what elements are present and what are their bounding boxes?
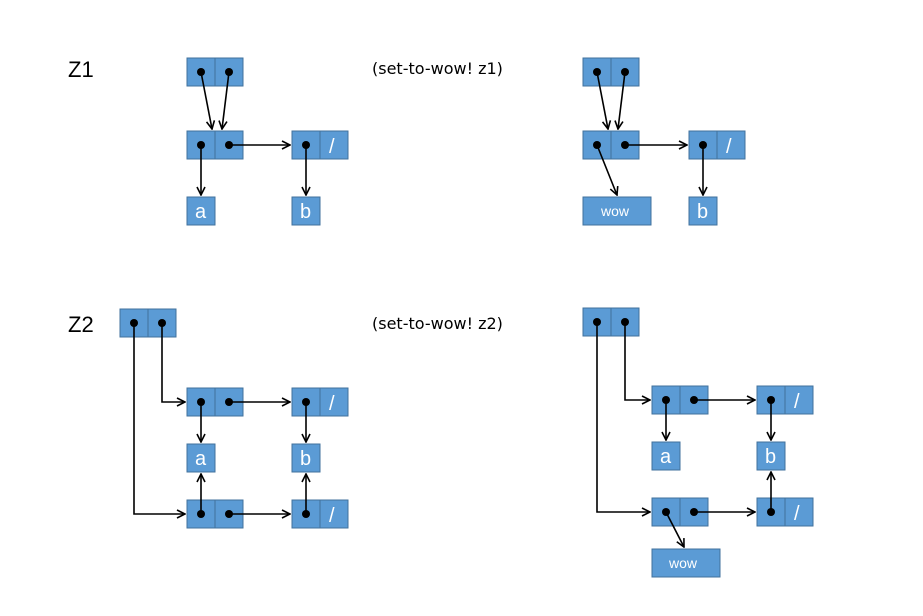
atom-a-box (186, 196, 216, 226)
atom-b-label: b (300, 448, 311, 470)
nil-slash: / (329, 393, 335, 415)
pointer-arrow (133, 323, 185, 514)
z1-caption: (set-to-wow! z1) (372, 59, 503, 78)
atom-b-box (756, 441, 786, 471)
atom-wow-box (582, 196, 652, 226)
atom-b-box (291, 443, 321, 473)
z2-before: / a b / (119, 308, 349, 529)
z2-caption: (set-to-wow! z2) (372, 314, 503, 333)
z1-after: / wow b (582, 57, 746, 226)
pointer-arrow (596, 144, 617, 195)
z2-label: Z2 (68, 312, 94, 337)
pointer-arrow (618, 71, 626, 129)
atom-wow-label: wow (668, 555, 698, 571)
atom-b-label: b (697, 201, 708, 223)
pointer-arrow (222, 71, 230, 129)
nil-slash: / (794, 503, 800, 525)
z2-after: / a b / wow (582, 307, 814, 578)
atom-b-box (688, 196, 718, 226)
list1-pair2-cdr (319, 387, 349, 417)
pointer-arrow (596, 71, 608, 129)
atom-b-box (291, 196, 321, 226)
list2-pair2-cdr (784, 497, 814, 527)
pointer-arrow (596, 322, 650, 512)
list-pair-cdr (319, 130, 349, 160)
atom-a-label: a (660, 446, 672, 468)
atom-a-box (651, 441, 681, 471)
pointer-arrow (624, 322, 650, 400)
list-pair-cdr (716, 130, 746, 160)
atom-wow-label: wow (600, 203, 630, 219)
nil-slash: / (329, 505, 335, 527)
atom-b-label: b (300, 201, 311, 223)
atom-wow-box (651, 548, 721, 578)
pointer-dot (662, 508, 670, 516)
atom-a-box (186, 443, 216, 473)
z1-label: Z1 (68, 57, 94, 82)
list1-pair2-cdr (784, 385, 814, 415)
pointer-arrow (665, 511, 684, 547)
atom-a-label: a (195, 448, 207, 470)
atom-b-label: b (765, 446, 776, 468)
pointer-arrow (200, 71, 212, 129)
list2-pair2-cdr (319, 499, 349, 529)
pointer-arrow (161, 323, 185, 402)
atom-a-label: a (195, 201, 207, 223)
nil-slash: / (329, 136, 335, 158)
nil-slash: / (794, 391, 800, 413)
z1-before: / a b (186, 57, 349, 226)
nil-slash: / (726, 136, 732, 158)
